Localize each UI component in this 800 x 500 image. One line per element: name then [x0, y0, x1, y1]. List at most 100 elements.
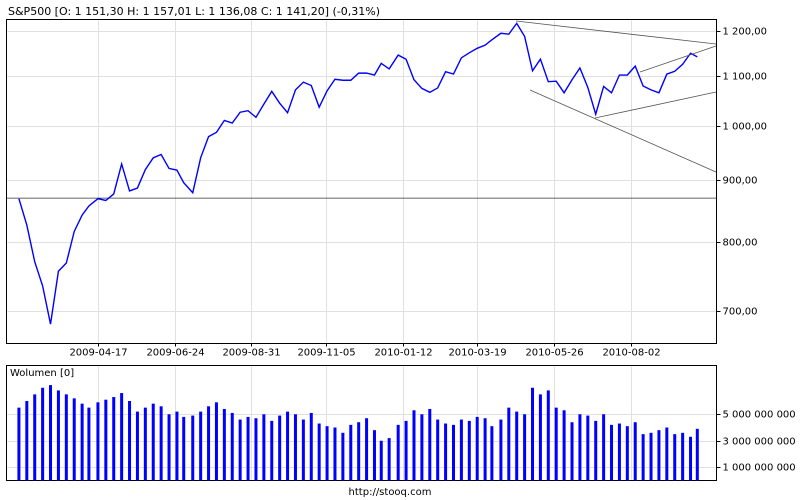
volume-bar	[387, 438, 391, 481]
y-tick-label: 900,00	[723, 176, 758, 187]
volume-bar	[578, 414, 582, 481]
volume-bar	[379, 440, 383, 481]
y-tick-label: 3 000 000 000	[723, 437, 796, 448]
volume-bar	[214, 402, 218, 481]
volume-bar	[96, 402, 100, 481]
volume-bar	[49, 385, 53, 481]
x-tick-label: 2009-11-05	[297, 348, 355, 359]
volume-bar	[262, 414, 266, 481]
volume-bar	[341, 432, 345, 481]
volume-bar	[681, 432, 685, 481]
volume-bar	[222, 408, 226, 481]
volume-bar	[523, 414, 527, 481]
trend-lines	[515, 20, 717, 173]
x-tick-label: 2009-06-24	[146, 348, 204, 359]
volume-bar	[365, 418, 369, 481]
volume-bar	[207, 406, 211, 481]
volume-bar	[404, 420, 408, 481]
volume-bar	[570, 422, 574, 481]
x-tick-label: 2010-01-12	[374, 348, 432, 359]
volume-bar	[159, 406, 163, 481]
x-tick-label: 2009-08-31	[222, 348, 280, 359]
volume-bar	[515, 411, 519, 481]
volume-bar	[695, 428, 699, 481]
volume-bar	[56, 390, 60, 481]
volume-bar	[396, 424, 400, 481]
volume-bar	[538, 394, 542, 481]
volume-bar	[499, 419, 503, 481]
volume-bar	[594, 420, 598, 481]
volume-bar	[135, 411, 139, 481]
y-tick-label: 1 000,00	[723, 122, 768, 133]
volume-bar	[625, 426, 629, 481]
volume-bar	[246, 416, 250, 481]
y-tick-label: 1 100,00	[723, 72, 768, 83]
volume-bar	[586, 415, 590, 481]
volume-bar	[72, 398, 76, 481]
y-tick-label: 1 200,00	[723, 27, 768, 38]
marks-layer	[6, 22, 717, 481]
volume-bar	[641, 434, 645, 481]
trend-line	[594, 91, 717, 119]
volume-bar	[475, 416, 479, 481]
volume-bar	[286, 411, 290, 481]
volume-title: Wolumen [0]	[10, 368, 74, 379]
volume-bar	[349, 424, 353, 481]
volume-bar	[104, 399, 108, 481]
volume-bar	[428, 408, 432, 481]
volume-bar	[357, 422, 361, 481]
volume-bar	[436, 419, 440, 481]
volume-bar	[80, 403, 84, 481]
volume-bar	[459, 419, 463, 481]
volume-bar	[562, 410, 566, 481]
volume-bar	[372, 430, 376, 481]
volume-bar	[490, 426, 494, 481]
volume-bar	[531, 387, 535, 481]
volume-bar	[554, 407, 558, 481]
volume-bar	[254, 418, 258, 481]
volume-bar	[649, 432, 653, 481]
volume-bar	[689, 436, 693, 481]
volume-bar	[25, 401, 29, 481]
volume-bar	[270, 420, 274, 481]
y-tick-label: 1 000 000 000	[723, 463, 796, 474]
volume-bar	[199, 411, 203, 481]
x-tick-label: 2010-05-26	[525, 348, 583, 359]
trend-line	[529, 89, 717, 173]
volume-bar	[610, 424, 614, 481]
x-tick-label: 2010-03-19	[448, 348, 506, 359]
volume-bar	[301, 419, 305, 481]
volume-bar	[451, 424, 455, 481]
volume-bar	[657, 430, 661, 481]
volume-bar	[483, 418, 487, 481]
y-tick-label: 700,00	[723, 307, 758, 318]
volume-bar	[325, 426, 329, 481]
volume-bar	[317, 423, 321, 481]
price-panel	[6, 19, 717, 344]
volume-bar	[467, 420, 471, 481]
volume-bar	[602, 414, 606, 481]
volume-panel	[6, 365, 717, 481]
volume-bar	[64, 394, 68, 481]
volume-bar	[444, 423, 448, 481]
volume-bar	[41, 387, 45, 481]
volume-bar	[673, 434, 677, 481]
volume-bar	[33, 394, 37, 481]
x-tick-label: 2009-04-17	[69, 348, 127, 359]
grid-layer: 2009-04-17 2009-06-24 2009-08-31 2009-11-05…	[7, 20, 796, 480]
footer: http://stooq.com	[349, 487, 432, 498]
volume-bar	[128, 401, 132, 481]
trend-line	[515, 20, 717, 45]
volume-bar	[617, 423, 621, 481]
volume-bar	[230, 412, 234, 481]
volume-bar	[293, 414, 297, 481]
volume-bar	[309, 412, 313, 481]
volume-bar	[112, 397, 116, 481]
trend-line	[639, 45, 717, 73]
volume-bar	[17, 407, 21, 481]
volume-bar	[238, 419, 242, 481]
volume-bar	[120, 393, 124, 481]
volume-bar	[507, 407, 511, 481]
